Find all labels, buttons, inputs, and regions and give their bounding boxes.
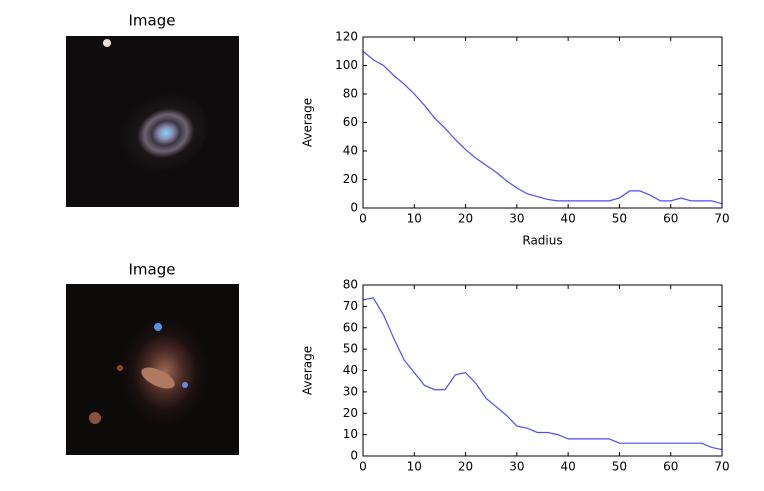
y-tick-label: 50 bbox=[343, 342, 358, 356]
y-tick-label: 40 bbox=[343, 363, 358, 377]
y-tick-label: 20 bbox=[343, 406, 358, 420]
y-tick-label: 120 bbox=[335, 30, 358, 44]
y-tick-label: 60 bbox=[343, 115, 358, 129]
x-tick-label: 20 bbox=[458, 212, 473, 226]
y-tick-label: 80 bbox=[343, 87, 358, 101]
data-line bbox=[362, 50, 723, 205]
x-tick-label: 20 bbox=[458, 460, 473, 474]
x-axis-label: Radius bbox=[522, 234, 562, 248]
y-axis-label: Average bbox=[301, 346, 315, 395]
y-tick-label: 30 bbox=[343, 384, 358, 398]
x-tick-label: 60 bbox=[663, 460, 678, 474]
x-tick-label: 40 bbox=[561, 460, 576, 474]
y-tick-label: 40 bbox=[343, 144, 358, 158]
x-tick-label: 10 bbox=[407, 212, 422, 226]
y-axis-label: Average bbox=[301, 98, 315, 147]
y-tick-label: 60 bbox=[343, 320, 358, 334]
x-tick-label: 60 bbox=[663, 212, 678, 226]
x-tick-label: 70 bbox=[714, 460, 729, 474]
x-tick-label: 50 bbox=[612, 212, 627, 226]
x-tick-label: 30 bbox=[509, 460, 524, 474]
x-tick-label: 0 bbox=[359, 460, 367, 474]
x-tick-label: 50 bbox=[612, 460, 627, 474]
image-title: Image bbox=[129, 261, 176, 279]
galaxy-image bbox=[66, 36, 239, 207]
x-tick-label: 10 bbox=[407, 460, 422, 474]
y-tick-label: 0 bbox=[350, 201, 358, 215]
x-tick-label: 30 bbox=[509, 212, 524, 226]
y-tick-label: 100 bbox=[335, 58, 358, 72]
x-tick-label: 70 bbox=[714, 212, 729, 226]
y-tick-label: 0 bbox=[350, 449, 358, 463]
x-tick-label: 0 bbox=[359, 212, 367, 226]
y-tick-label: 70 bbox=[343, 299, 358, 313]
image-title: Image bbox=[129, 12, 176, 30]
axes-frame bbox=[362, 284, 723, 457]
y-tick-label: 10 bbox=[343, 427, 358, 441]
y-tick-label: 20 bbox=[343, 172, 358, 186]
galaxy-image bbox=[66, 284, 239, 455]
data-line bbox=[362, 297, 723, 451]
y-tick-label: 80 bbox=[343, 278, 358, 292]
x-tick-label: 40 bbox=[561, 212, 576, 226]
axes-frame bbox=[362, 36, 723, 209]
